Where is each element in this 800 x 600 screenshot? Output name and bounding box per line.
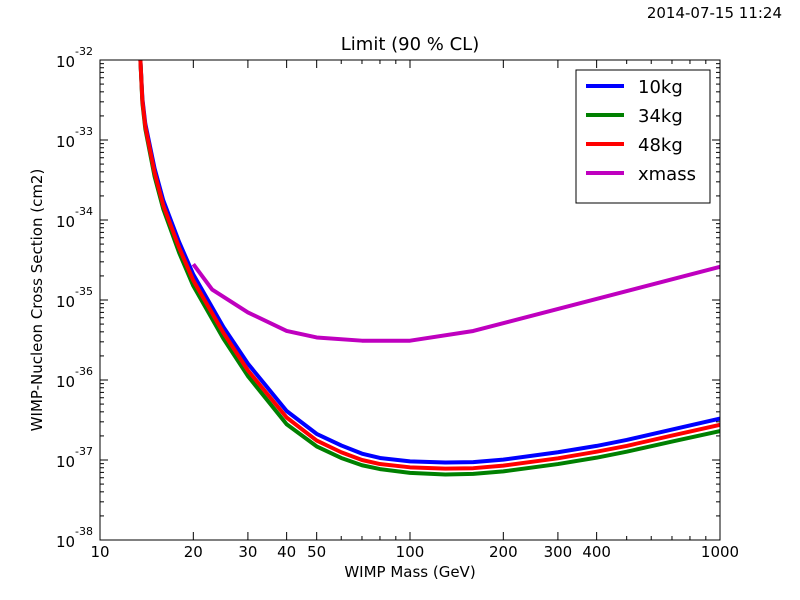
y-tick-base: 10 <box>56 453 75 471</box>
x-tick-label: 400 <box>582 543 611 561</box>
x-tick-label: 20 <box>184 543 203 561</box>
plot-lines <box>138 60 720 477</box>
y-tick-label: 10-34 <box>56 205 93 231</box>
y-tick-exponent: -38 <box>75 525 93 538</box>
y-tick-label: 10-35 <box>56 285 93 311</box>
y-tick-label: 10-36 <box>56 365 93 391</box>
y-tick-exponent: -35 <box>75 285 93 298</box>
series-line-48kg <box>138 60 720 471</box>
y-tick-exponent: -36 <box>75 365 93 378</box>
y-tick-exponent: -32 <box>75 45 93 58</box>
y-tick-base: 10 <box>56 533 75 551</box>
x-tick-label: 1000 <box>701 543 739 561</box>
legend-box <box>575 69 711 204</box>
y-tick-label: 10-32 <box>56 45 93 71</box>
x-tick-label: 200 <box>489 543 518 561</box>
y-tick-base: 10 <box>56 53 75 71</box>
x-tick-label: 100 <box>396 543 425 561</box>
y-tick-label: 10-33 <box>56 125 93 151</box>
y-tick-exponent: -37 <box>75 445 93 458</box>
legend-label: xmass <box>638 164 696 185</box>
x-tick-label: 10 <box>90 543 109 561</box>
axis-ticks <box>99 59 721 541</box>
y-tick-exponent: -34 <box>75 205 93 218</box>
y-tick-exponent: -33 <box>75 125 93 138</box>
x-tick-label: 30 <box>238 543 257 561</box>
y-axis-label: WIMP-Nucleon Cross Section (cm2) <box>28 169 46 432</box>
y-tick-base: 10 <box>56 133 75 151</box>
x-tick-label: 40 <box>277 543 296 561</box>
y-tick-base: 10 <box>56 293 75 311</box>
x-axis-label: WIMP Mass (GeV) <box>344 563 475 581</box>
chart-title: Limit (90 % CL) <box>341 34 479 55</box>
y-tick-base: 10 <box>56 373 75 391</box>
legend-label: 34kg <box>638 106 683 127</box>
legend-label: 10kg <box>638 77 683 98</box>
legend-label: 48kg <box>638 135 683 156</box>
y-tick-label: 10-38 <box>56 525 93 551</box>
x-tick-label: 50 <box>307 543 326 561</box>
x-tick-label: 300 <box>544 543 573 561</box>
timestamp: 2014-07-15 11:24 <box>646 4 782 22</box>
y-tick-base: 10 <box>56 213 75 231</box>
y-tick-label: 10-37 <box>56 445 93 471</box>
legend: 10kg 34kg 48kg xmass <box>575 69 711 204</box>
axis-tick-labels: 10 20 30 40 50 100 200 300 400 100010-3810-3710-3… <box>56 45 739 561</box>
series-line-xmass <box>191 263 720 343</box>
